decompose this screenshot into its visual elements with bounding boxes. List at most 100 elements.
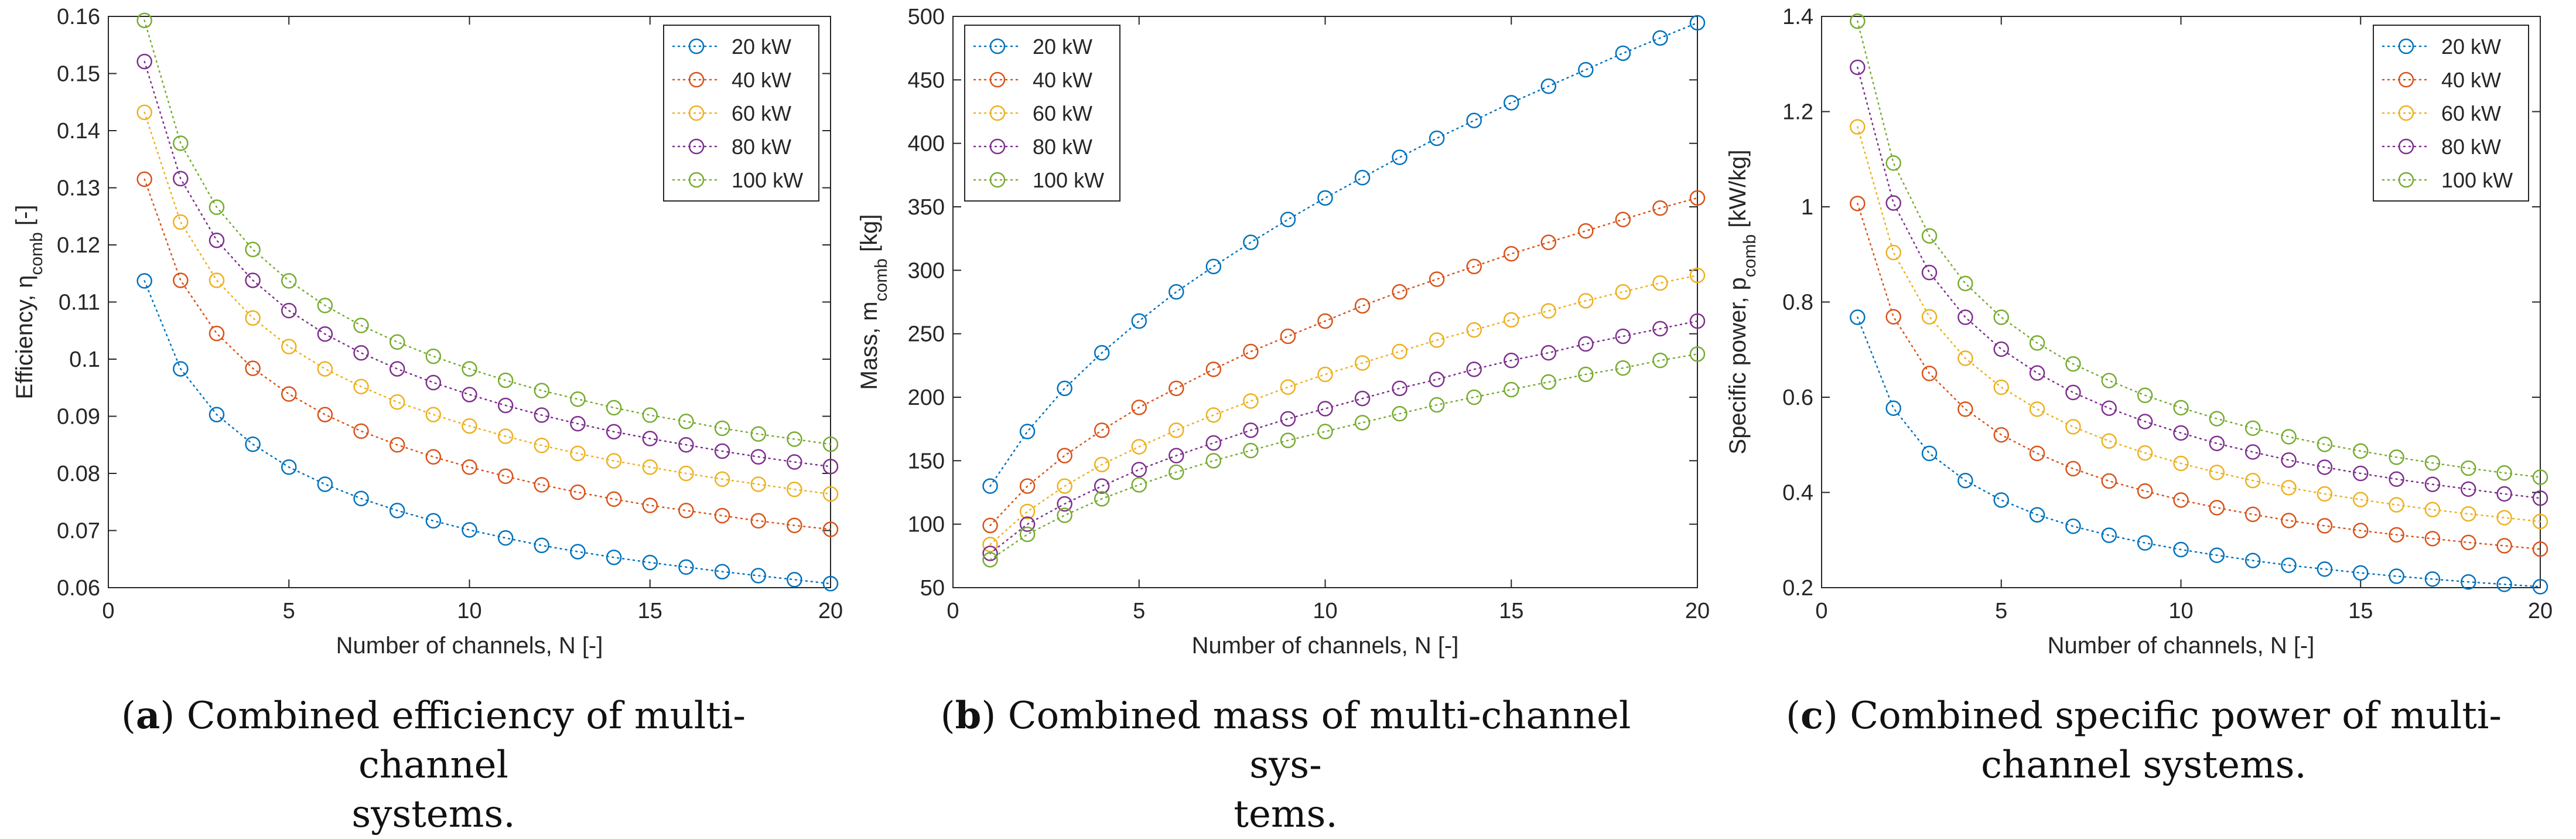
series-line-100kW [144, 19, 832, 445]
data-point-20kW [1392, 149, 1407, 165]
legend-label: 20 kW [732, 35, 791, 59]
data-point-60kW [1850, 119, 1866, 135]
data-point-80kW [462, 387, 477, 403]
x-tick-label: 5 [1133, 599, 1145, 623]
data-point-20kW [1019, 424, 1036, 439]
data-point-100kW [2065, 356, 2081, 372]
data-point-40kW [2353, 523, 2369, 538]
data-point-40kW [136, 171, 152, 187]
x-tick-label: 15 [638, 599, 662, 623]
data-point-60kW [1466, 322, 1482, 338]
data-point-40kW [1850, 196, 1866, 212]
data-point-100kW [2173, 400, 2189, 416]
data-point-80kW [1885, 195, 1901, 211]
data-point-40kW [1354, 298, 1371, 314]
data-point-60kW [1578, 293, 1594, 309]
data-point-20kW [2101, 527, 2117, 543]
data-point-60kW [1957, 350, 1973, 366]
data-point-40kW [822, 521, 839, 537]
y-tick-label: 1.2 [1782, 100, 1813, 125]
data-point-20kW [1957, 472, 1973, 489]
y-tick-label: 150 [908, 449, 945, 473]
data-point-20kW [822, 575, 839, 592]
data-point-80kW [606, 424, 622, 440]
y-tick-label: 450 [908, 68, 945, 93]
data-point-60kW [2353, 492, 2369, 507]
y-axis-label-main: Efficiency, η [12, 275, 37, 400]
data-point-80kW [1317, 401, 1333, 417]
data-point-40kW [1317, 313, 1333, 329]
legend-label: 100 kW [732, 168, 803, 192]
data-point-40kW [497, 468, 514, 485]
data-point-100kW [982, 552, 998, 568]
data-point-40kW [606, 491, 622, 507]
data-point-20kW [606, 550, 622, 565]
data-point-100kW [2461, 460, 2476, 476]
data-point-80kW [173, 170, 189, 187]
legend: 20 kW 40 kW 60 kW 80 kW 100 kW [964, 25, 1120, 202]
data-point-80kW [1243, 422, 1259, 438]
data-point-80kW [534, 407, 550, 423]
data-point-20kW [173, 361, 189, 377]
caption-c-letter: c [1800, 694, 1823, 738]
data-point-60kW [2461, 506, 2476, 522]
data-point-60kW [2244, 472, 2261, 489]
legend-label: 80 kW [1033, 135, 1092, 159]
y-tick-label: 0.13 [57, 176, 100, 201]
y-tick-label: 0.14 [57, 119, 100, 144]
data-point-100kW [462, 361, 477, 377]
legend-label: 60 kW [2441, 101, 2501, 125]
data-point-60kW [2281, 480, 2297, 496]
caption-b-line1: Combined mass of multi-channel sys- [996, 694, 1631, 787]
data-point-40kW [2029, 445, 2045, 462]
data-point-60kW [1019, 503, 1036, 520]
data-point-40kW [2317, 518, 2333, 534]
data-point-60kW [1131, 439, 1147, 455]
data-point-20kW [534, 537, 550, 554]
data-point-20kW [2281, 557, 2297, 574]
data-point-40kW [982, 517, 998, 534]
data-point-80kW [1094, 478, 1110, 494]
data-point-20kW [1578, 62, 1594, 78]
data-point-100kW [1094, 491, 1110, 507]
data-point-100kW [2281, 429, 2297, 445]
data-point-80kW [2065, 384, 2081, 401]
data-point-60kW [534, 437, 550, 453]
data-point-100kW [353, 318, 369, 333]
data-point-20kW [787, 572, 802, 588]
data-point-80kW [2424, 476, 2441, 492]
legend-marker [2398, 172, 2414, 188]
data-point-100kW [1504, 381, 1519, 398]
data-point-80kW [2317, 459, 2333, 475]
data-point-60kW [2389, 497, 2404, 513]
data-point-60kW [1652, 275, 1668, 291]
data-point-20kW [1885, 400, 1901, 416]
data-point-60kW [606, 453, 622, 469]
data-point-100kW [1850, 13, 1866, 29]
data-point-20kW [2496, 577, 2512, 592]
series-line-100kW [1857, 20, 2541, 478]
x-tick-label: 10 [1313, 599, 1337, 623]
data-point-100kW [2317, 436, 2333, 452]
data-point-100kW [1615, 360, 1631, 376]
data-point-20kW [353, 490, 369, 507]
chart-3: 0 5 10 15 20 0.2 0.4 0.6 0.8 1 1.2 1.4 Number of cha… [1725, 5, 2553, 659]
y-tick-label: 0.1 [69, 347, 100, 372]
data-point-20kW [136, 273, 152, 289]
x-tick-label: 10 [2168, 599, 2193, 623]
caption-b-line2: tems. [1234, 793, 1338, 836]
data-point-20kW [1504, 95, 1519, 111]
data-point-40kW [1466, 258, 1482, 275]
caption-b-close: ) [981, 694, 996, 738]
data-point-100kW [1993, 309, 2009, 325]
data-point-100kW [1689, 346, 1706, 362]
data-point-20kW [2389, 568, 2404, 584]
data-point-100kW [1957, 275, 1973, 292]
data-point-20kW [2209, 547, 2225, 563]
legend-marker [688, 138, 705, 155]
caption-a-line1: Combined efficiency of multi-channel [175, 694, 746, 787]
x-axis-label: Number of channels, N [-] [2048, 633, 2315, 659]
legend-marker [989, 105, 1006, 121]
data-point-60kW [2101, 433, 2117, 449]
data-point-40kW [173, 272, 189, 288]
